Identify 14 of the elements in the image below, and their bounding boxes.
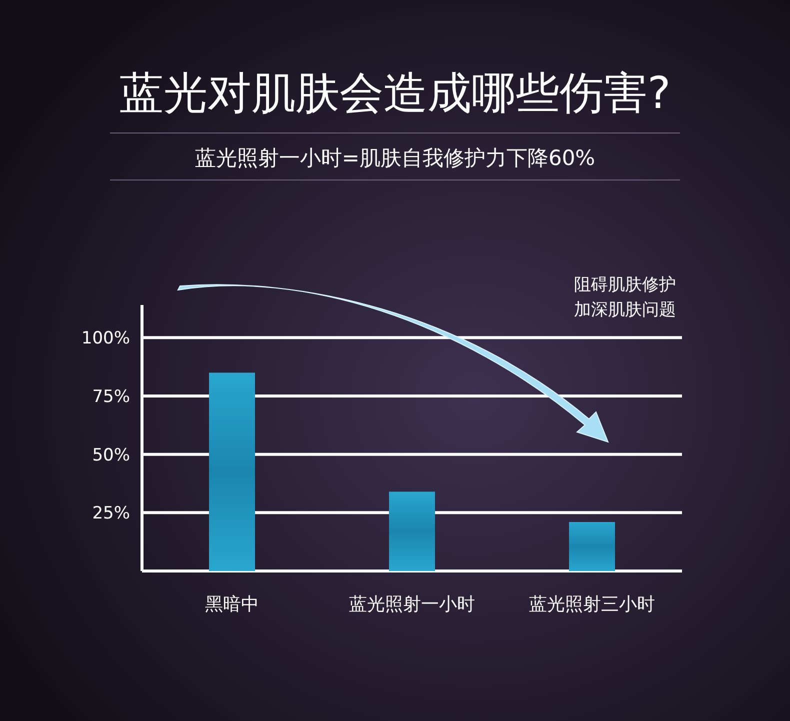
- y-tick-label: 100%: [81, 328, 130, 349]
- y-tick-label: 25%: [92, 504, 130, 524]
- bar: [209, 372, 255, 571]
- chart-title: 蓝光对肌肤会造成哪些伤害?: [119, 68, 671, 119]
- y-tick-label: 75%: [92, 387, 130, 407]
- x-tick-label: 黑暗中: [205, 594, 259, 615]
- bar: [389, 492, 435, 571]
- y-tick-label: 50%: [92, 445, 130, 466]
- text: 阻碍肌肤修护: [574, 275, 676, 295]
- x-tick-label: 蓝光照射三小时: [529, 594, 655, 615]
- chart-subtitle: 蓝光照射一小时=肌肤自我修护力下降60%: [194, 146, 596, 170]
- x-tick-label: 蓝光照射一小时: [349, 594, 475, 615]
- annotation: 加深肌肤问题: [574, 300, 676, 320]
- bar: [569, 522, 615, 571]
